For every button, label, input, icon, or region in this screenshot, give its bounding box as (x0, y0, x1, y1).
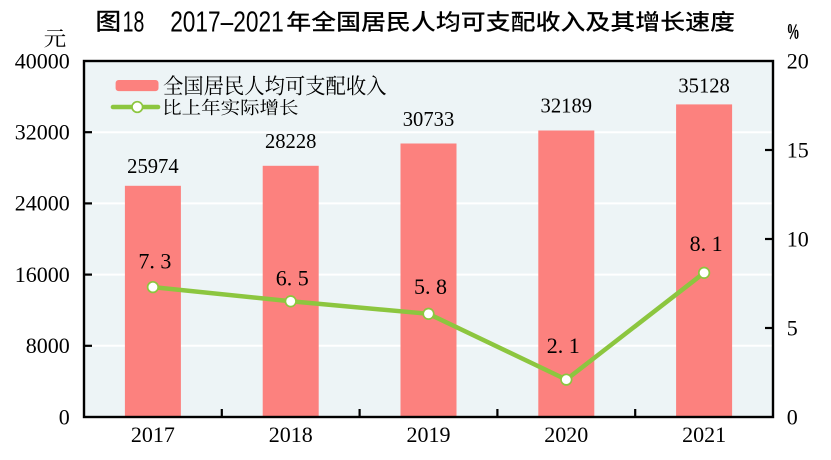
svg-text:5. 8: 5. 8 (414, 274, 447, 299)
svg-text:30733: 30733 (403, 107, 455, 131)
svg-text:24000: 24000 (15, 191, 70, 216)
svg-text:2021: 2021 (682, 422, 726, 447)
svg-text:2019: 2019 (407, 422, 451, 447)
svg-text:2017: 2017 (131, 422, 175, 447)
svg-text:20: 20 (787, 48, 809, 73)
svg-text:2017–2021: 2017–2021 (170, 7, 284, 39)
svg-text:25974: 25974 (127, 154, 179, 178)
svg-text:15: 15 (787, 137, 809, 162)
svg-text:28228: 28228 (265, 129, 317, 153)
svg-text:2018: 2018 (269, 422, 313, 447)
svg-text:0: 0 (787, 404, 798, 429)
svg-text:8000: 8000 (26, 333, 70, 358)
svg-text:2. 1: 2. 1 (547, 333, 580, 358)
svg-text:6. 5: 6. 5 (276, 266, 309, 291)
svg-text:2020: 2020 (544, 422, 588, 447)
svg-text:40000: 40000 (15, 48, 70, 73)
svg-text:18: 18 (123, 7, 145, 39)
svg-text:7. 3: 7. 3 (138, 249, 171, 274)
svg-text:5: 5 (787, 315, 798, 340)
svg-text:8. 1: 8. 1 (690, 231, 723, 256)
svg-text:32189: 32189 (541, 94, 593, 118)
svg-text:10: 10 (787, 226, 809, 251)
svg-text:32000: 32000 (15, 120, 70, 145)
svg-text:16000: 16000 (15, 262, 70, 287)
svg-text:0: 0 (59, 404, 70, 429)
svg-text:35128: 35128 (678, 74, 730, 98)
